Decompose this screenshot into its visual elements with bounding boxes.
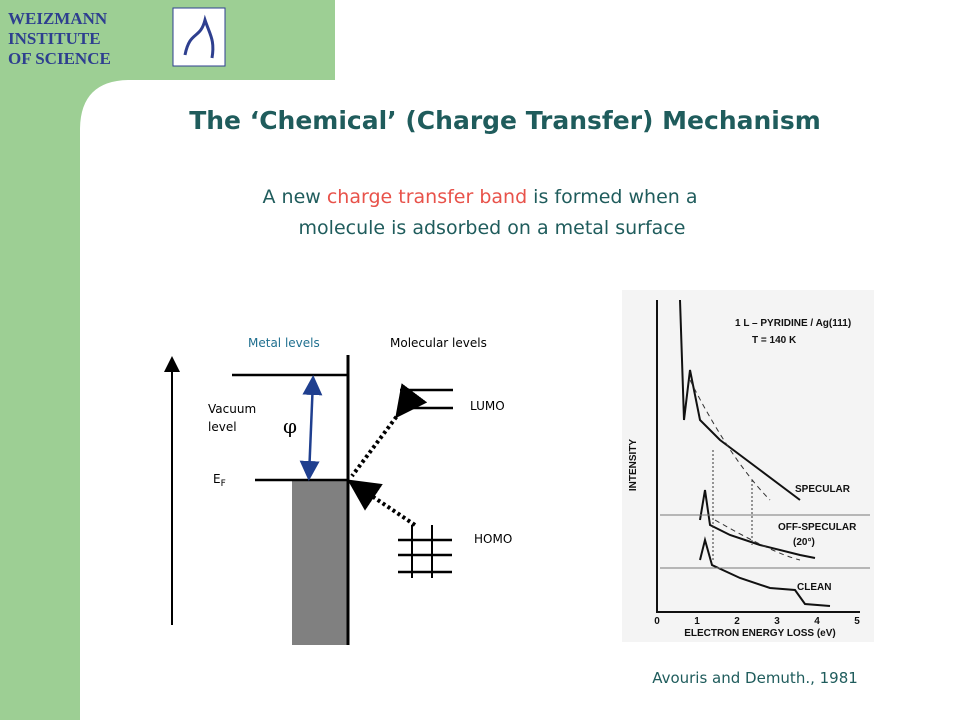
curve-clean (699, 536, 831, 607)
fig-text: 1 L – PYRIDINE / Ag(111) (735, 318, 851, 329)
transfer-arrow (347, 479, 417, 527)
fig-text: ELECTRON ENERGY LOSS (eV) (684, 628, 836, 639)
logo-line: OF SCIENCE (8, 49, 111, 68)
label: Metal levels (248, 336, 320, 350)
label: level (208, 420, 237, 434)
phi: φ (283, 414, 297, 438)
fig-text: SPECULAR (795, 484, 851, 495)
label: EF (213, 472, 226, 489)
fig-tick: 5 (854, 616, 860, 627)
fig-tick: 2 (734, 616, 740, 627)
fig-text: (20°) (793, 537, 815, 548)
label: LUMO (470, 399, 505, 413)
subtitle-line: A new charge transfer band is formed whe… (263, 186, 698, 208)
work-function-arrow (299, 375, 323, 481)
logo-figure (183, 14, 215, 59)
fig-text: INTENSITY (628, 439, 639, 492)
guide (712, 450, 753, 560)
metal-band (292, 480, 348, 645)
subtitle-line: molecule is adsorbed on a metal surface (299, 217, 686, 239)
caption: Avouris and Demuth., 1981 (652, 669, 858, 687)
fig-tick: 4 (814, 616, 820, 627)
baseline (660, 514, 870, 569)
ef: E (213, 472, 221, 486)
label: Molecular levels (390, 336, 487, 350)
subtitle-text: A new (263, 186, 327, 208)
energy-diagram: Metal levels Molecular levels Vacuum lev… (164, 336, 512, 645)
figure-bg (622, 290, 874, 642)
subtitle-highlight: charge transfer band (327, 186, 527, 208)
figure-axes (656, 300, 860, 613)
subtitle-text: is formed when a (527, 186, 697, 208)
curve-off (699, 489, 816, 559)
fig-tick: 0 (654, 616, 660, 627)
fig-tick: 3 (774, 616, 780, 627)
logo-line: INSTITUTE (8, 29, 101, 48)
fig-text: OFF-SPECULAR (778, 522, 857, 533)
fit-dash (689, 379, 801, 561)
logo-emblem (172, 7, 226, 67)
fig-text: CLEAN (797, 582, 831, 593)
eels-figure: 1 L – PYRIDINE / Ag(111) T = 140 K INTEN… (622, 290, 874, 642)
transfer-arrow (350, 383, 428, 478)
fig-tick: 1 (694, 616, 700, 627)
curve-specular (679, 299, 801, 501)
fig-text: T = 140 K (752, 335, 797, 346)
label: HOMO (474, 532, 512, 546)
label: Vacuum (208, 402, 256, 416)
logo-line: WEIZMANN (8, 9, 108, 28)
ef-sub: F (221, 479, 226, 489)
green-band (0, 0, 335, 720)
title: The ‘Chemical’ (Charge Transfer) Mechani… (189, 106, 821, 135)
